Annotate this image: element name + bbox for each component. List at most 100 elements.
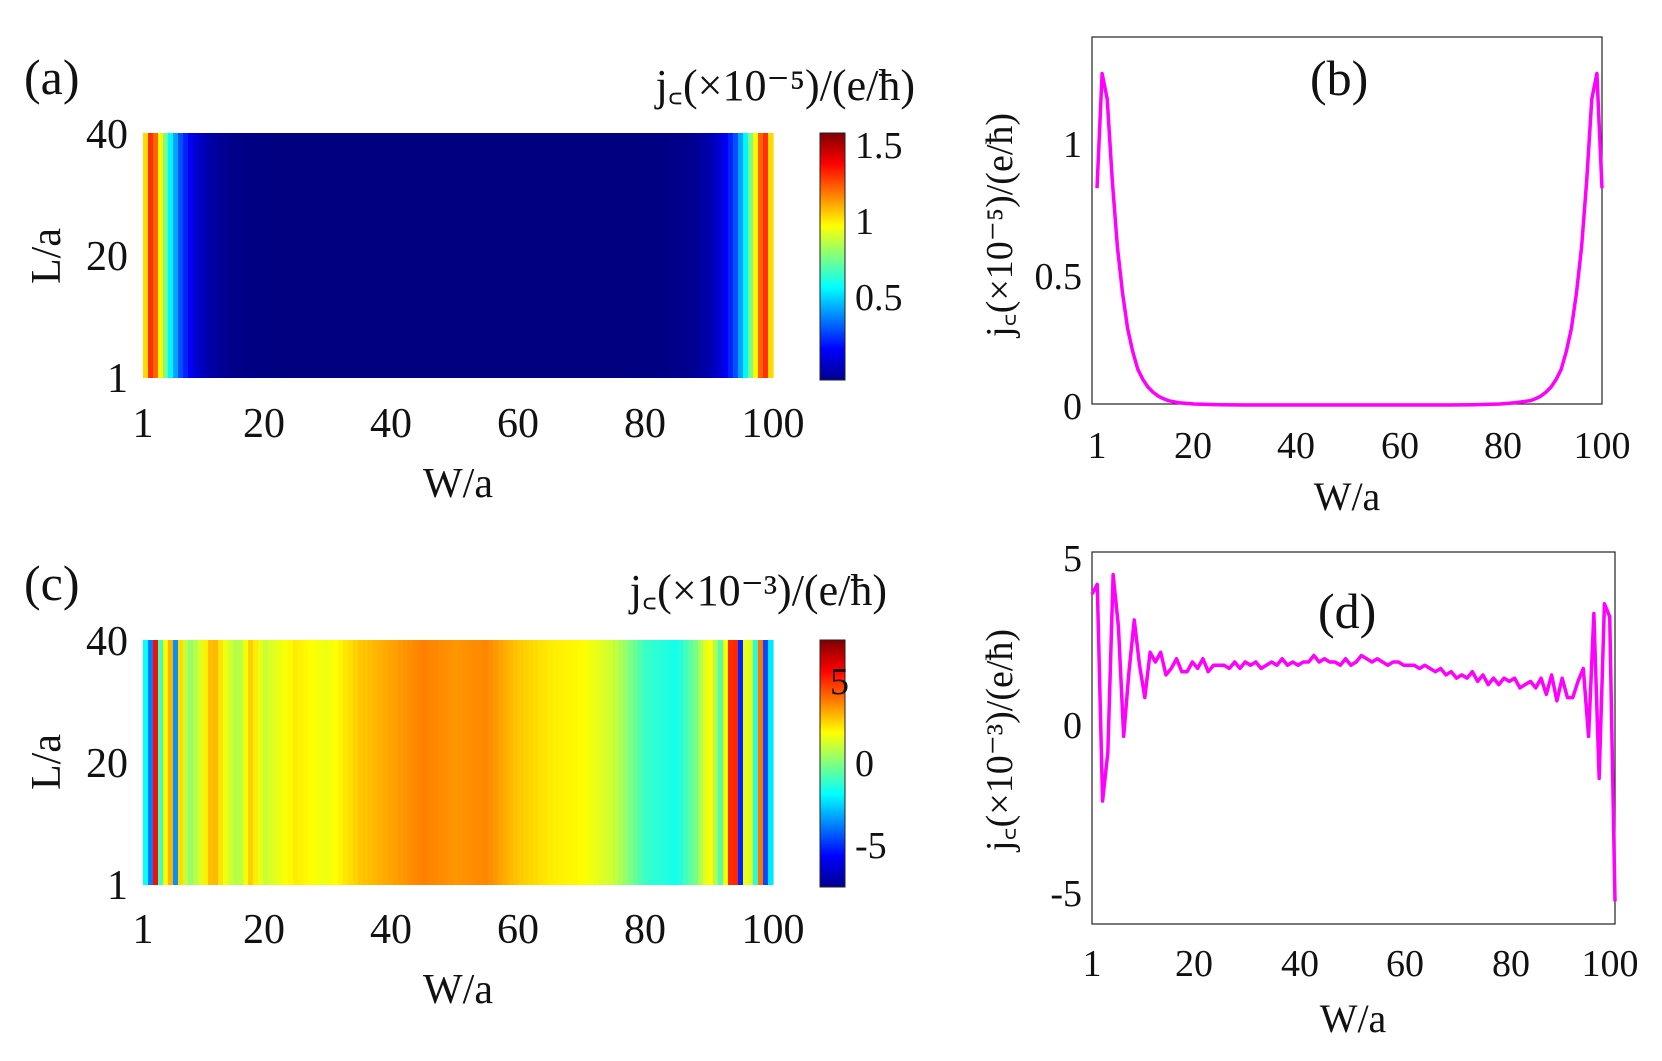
- heatmap-cell: [653, 640, 659, 885]
- y-tick-label: 0.5: [1035, 256, 1083, 298]
- heatmap-cell: [203, 640, 209, 885]
- heatmap-cell: [608, 640, 614, 885]
- heatmap-cell: [598, 133, 604, 378]
- heatmap-cell: [608, 133, 614, 378]
- heatmap-cell: [143, 133, 149, 378]
- heatmap-cell: [728, 133, 734, 378]
- heatmap-cell: [358, 640, 364, 885]
- heatmap-cell: [308, 640, 314, 885]
- heatmap-cell: [553, 640, 559, 885]
- x-tick-label: 80: [624, 907, 666, 953]
- heatmap-cell: [588, 133, 594, 378]
- x-tick-label: 60: [1386, 943, 1424, 985]
- heatmap-cell: [263, 640, 269, 885]
- heatmap-cell: [548, 640, 554, 885]
- y-tick-label: 20: [86, 234, 128, 280]
- colorbar-a: [819, 132, 846, 381]
- colorbar-ticks-a: 1.5 1 0.5: [855, 125, 903, 319]
- heatmap-cell: [393, 640, 399, 885]
- x-tick-label: 100: [1574, 425, 1631, 467]
- colorbar-title-a: j꜀(×10⁻⁵)/(e/ħ): [654, 61, 915, 110]
- panel-d: (d) 5 0 -5 1 20 40 60 80 100 W/a j꜀(×10⁻…: [979, 538, 1639, 1041]
- heatmap-cell: [503, 640, 509, 885]
- heatmap-cell: [703, 640, 709, 885]
- x-tick-label: 80: [624, 401, 666, 447]
- heatmap-cell: [613, 133, 619, 378]
- heatmap-cell: [238, 640, 244, 885]
- heatmap-cell: [713, 133, 719, 378]
- heatmap-cell: [288, 640, 294, 885]
- heatmap-cell: [163, 640, 169, 885]
- x-tick-label: 60: [497, 401, 539, 447]
- heatmap-cell: [193, 640, 199, 885]
- heatmap-cell: [663, 640, 669, 885]
- heatmap-cell: [568, 640, 574, 885]
- heatmap-cell: [428, 640, 434, 885]
- colorbar-ticks-c: 5 0 -5: [830, 661, 887, 867]
- heatmap-cell: [188, 640, 194, 885]
- heatmap-cell: [408, 133, 414, 378]
- series-line: [1090, 572, 1617, 902]
- heatmap-cell: [273, 133, 279, 378]
- heatmap-cell: [528, 640, 534, 885]
- heatmap-cell: [443, 133, 449, 378]
- y-tick-label: 1: [107, 863, 128, 909]
- heatmap-cell: [398, 640, 404, 885]
- heatmap-cell: [493, 133, 499, 378]
- heatmap-cell: [513, 640, 519, 885]
- heatmap-cell: [148, 640, 154, 885]
- heatmap-cell: [603, 640, 609, 885]
- heatmap-cell: [588, 640, 594, 885]
- heatmap-cell: [308, 133, 314, 378]
- heatmap-cell: [513, 133, 519, 378]
- line-plot-b: [1095, 71, 1604, 407]
- heatmap-cell: [458, 133, 464, 378]
- heatmap-cell: [483, 133, 489, 378]
- x-tick-label: 20: [243, 401, 285, 447]
- heatmap-cell: [633, 640, 639, 885]
- heatmap-cell: [388, 133, 394, 378]
- x-tick-label: 40: [370, 907, 412, 953]
- heatmap-cell: [468, 133, 474, 378]
- heatmap-cell: [533, 133, 539, 378]
- heatmap-cell: [493, 640, 499, 885]
- heatmap-cell: [733, 133, 739, 378]
- heatmap-cell: [348, 640, 354, 885]
- x-tick-label: 60: [497, 907, 539, 953]
- heatmap-cell: [428, 133, 434, 378]
- heatmap-cell: [748, 133, 754, 378]
- heatmap-cell: [293, 133, 299, 378]
- heatmap-cell: [718, 640, 724, 885]
- heatmap-cell: [518, 133, 524, 378]
- heatmap-cell: [173, 640, 179, 885]
- heatmap-cell: [403, 640, 409, 885]
- heatmap-cell: [703, 133, 709, 378]
- heatmap-cell: [523, 640, 529, 885]
- x-tick-label: 100: [1582, 943, 1639, 985]
- heatmap-cell: [728, 640, 734, 885]
- heatmap-cell: [648, 640, 654, 885]
- heatmap-cell: [403, 133, 409, 378]
- heatmap-cell: [413, 640, 419, 885]
- x-axis-label-a: W/a: [423, 461, 493, 507]
- y-tick-label: 0: [1063, 386, 1082, 428]
- heatmap-cell: [203, 133, 209, 378]
- x-tick-label: 1: [1088, 425, 1107, 467]
- panel-label-a: (a): [24, 49, 80, 105]
- heatmap-cell: [453, 640, 459, 885]
- heatmap-cell: [213, 640, 219, 885]
- heatmap-cell: [713, 640, 719, 885]
- x-ticks-d: 1 20 40 60 80 100: [1083, 943, 1639, 985]
- heatmap-cell: [673, 133, 679, 378]
- heatmap-cell: [683, 640, 689, 885]
- heatmap-cell: [388, 640, 394, 885]
- colorbar-title-c: j꜀(×10⁻³)/(e/ħ): [628, 566, 887, 615]
- heatmap-cell: [738, 640, 744, 885]
- heatmap-cell: [353, 640, 359, 885]
- heatmap-cell: [633, 133, 639, 378]
- heatmap-cell: [653, 133, 659, 378]
- heatmap-cell: [648, 133, 654, 378]
- heatmap-cell: [498, 133, 504, 378]
- heatmap-cell: [768, 133, 774, 378]
